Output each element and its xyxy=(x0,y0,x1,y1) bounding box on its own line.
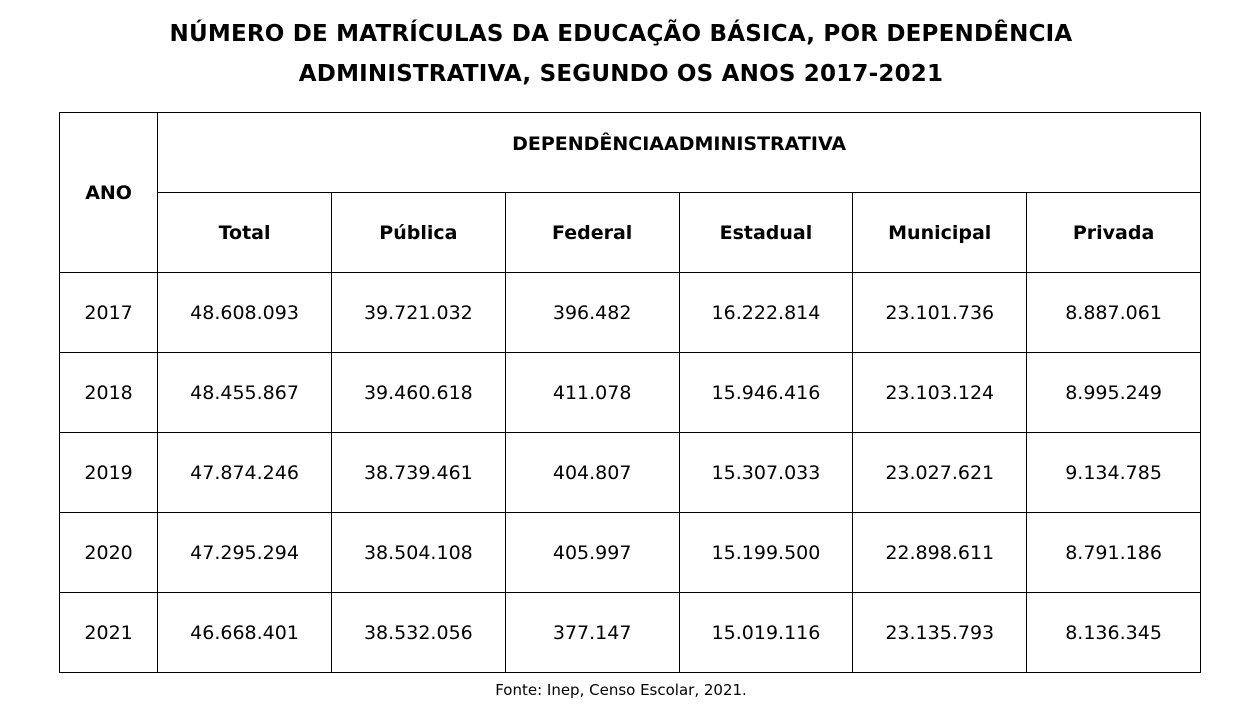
estadual-cell: 16.222.814 xyxy=(678,272,854,353)
publica-cell: 38.504.108 xyxy=(330,512,506,593)
municipal-cell: 22.898.611 xyxy=(852,512,1028,593)
total-cell: 47.874.246 xyxy=(157,432,332,513)
estadual-cell: 15.019.116 xyxy=(678,592,854,673)
federal-cell: 405.997 xyxy=(504,512,680,593)
year-cell: 2019 xyxy=(58,432,159,513)
publica-cell: 38.532.056 xyxy=(330,592,506,673)
federal-cell: 396.482 xyxy=(504,272,680,353)
estadual-cell: 15.946.416 xyxy=(678,352,854,433)
federal-cell: 411.078 xyxy=(504,352,680,433)
total-cell: 48.455.867 xyxy=(157,352,332,433)
estadual-cell: 15.307.033 xyxy=(678,432,854,513)
total-cell: 48.608.093 xyxy=(157,272,332,353)
municipal-cell: 23.027.621 xyxy=(852,432,1028,513)
federal-cell: 404.807 xyxy=(504,432,680,513)
privada-cell: 8.136.345 xyxy=(1026,592,1201,673)
source-note: Fonte: Inep, Censo Escolar, 2021. xyxy=(495,681,747,699)
column-header-municipal: Municipal xyxy=(852,192,1028,273)
table-row: 2020 47.295.294 38.504.108 405.997 15.19… xyxy=(58,512,1201,593)
column-header-federal: Federal xyxy=(504,192,680,273)
publica-cell: 39.721.032 xyxy=(330,272,506,353)
document-title: NÚMERO DE MATRÍCULAS DA EDUCAÇÃO BÁSICA,… xyxy=(0,14,1242,94)
privada-cell: 9.134.785 xyxy=(1026,432,1201,513)
total-cell: 46.668.401 xyxy=(157,592,332,673)
year-cell: 2020 xyxy=(58,512,159,593)
privada-cell: 8.995.249 xyxy=(1026,352,1201,433)
municipal-cell: 23.103.124 xyxy=(852,352,1028,433)
table-row: 2018 48.455.867 39.460.618 411.078 15.94… xyxy=(58,352,1201,433)
table-row: 2017 48.608.093 39.721.032 396.482 16.22… xyxy=(58,272,1201,353)
column-header-publica: Pública xyxy=(330,192,506,273)
column-header-estadual: Estadual xyxy=(678,192,854,273)
estadual-cell: 15.199.500 xyxy=(678,512,854,593)
year-cell: 2021 xyxy=(58,592,159,673)
federal-cell: 377.147 xyxy=(504,592,680,673)
column-header-total: Total xyxy=(157,192,332,273)
table-row: 2021 46.668.401 38.532.056 377.147 15.01… xyxy=(58,592,1201,673)
privada-cell: 8.791.186 xyxy=(1026,512,1201,593)
table-header-row-2: Total Pública Federal Estadual Municipal… xyxy=(60,192,1201,273)
title-line-1: NÚMERO DE MATRÍCULAS DA EDUCAÇÃO BÁSICA,… xyxy=(169,21,1073,47)
column-header-privada: Privada xyxy=(1026,192,1201,273)
total-cell: 47.295.294 xyxy=(157,512,332,593)
municipal-cell: 23.101.736 xyxy=(852,272,1028,353)
table-row: 2019 47.874.246 38.739.461 404.807 15.30… xyxy=(58,432,1201,513)
enrollment-table: ANO DEPENDÊNCIAADMINISTRATIVA Total Públ… xyxy=(58,112,1201,673)
year-cell: 2018 xyxy=(58,352,159,433)
publica-cell: 38.739.461 xyxy=(330,432,506,513)
privada-cell: 8.887.061 xyxy=(1026,272,1201,353)
group-column-header: DEPENDÊNCIAADMINISTRATIVA xyxy=(157,112,1201,193)
title-line-2: ADMINISTRATIVA, SEGUNDO OS ANOS 2017-202… xyxy=(298,61,944,87)
publica-cell: 39.460.618 xyxy=(330,352,506,433)
table-header-row-1: ANO DEPENDÊNCIAADMINISTRATIVA xyxy=(58,112,1201,273)
municipal-cell: 23.135.793 xyxy=(852,592,1028,673)
year-column-header: ANO xyxy=(58,112,159,273)
year-cell: 2017 xyxy=(58,272,159,353)
